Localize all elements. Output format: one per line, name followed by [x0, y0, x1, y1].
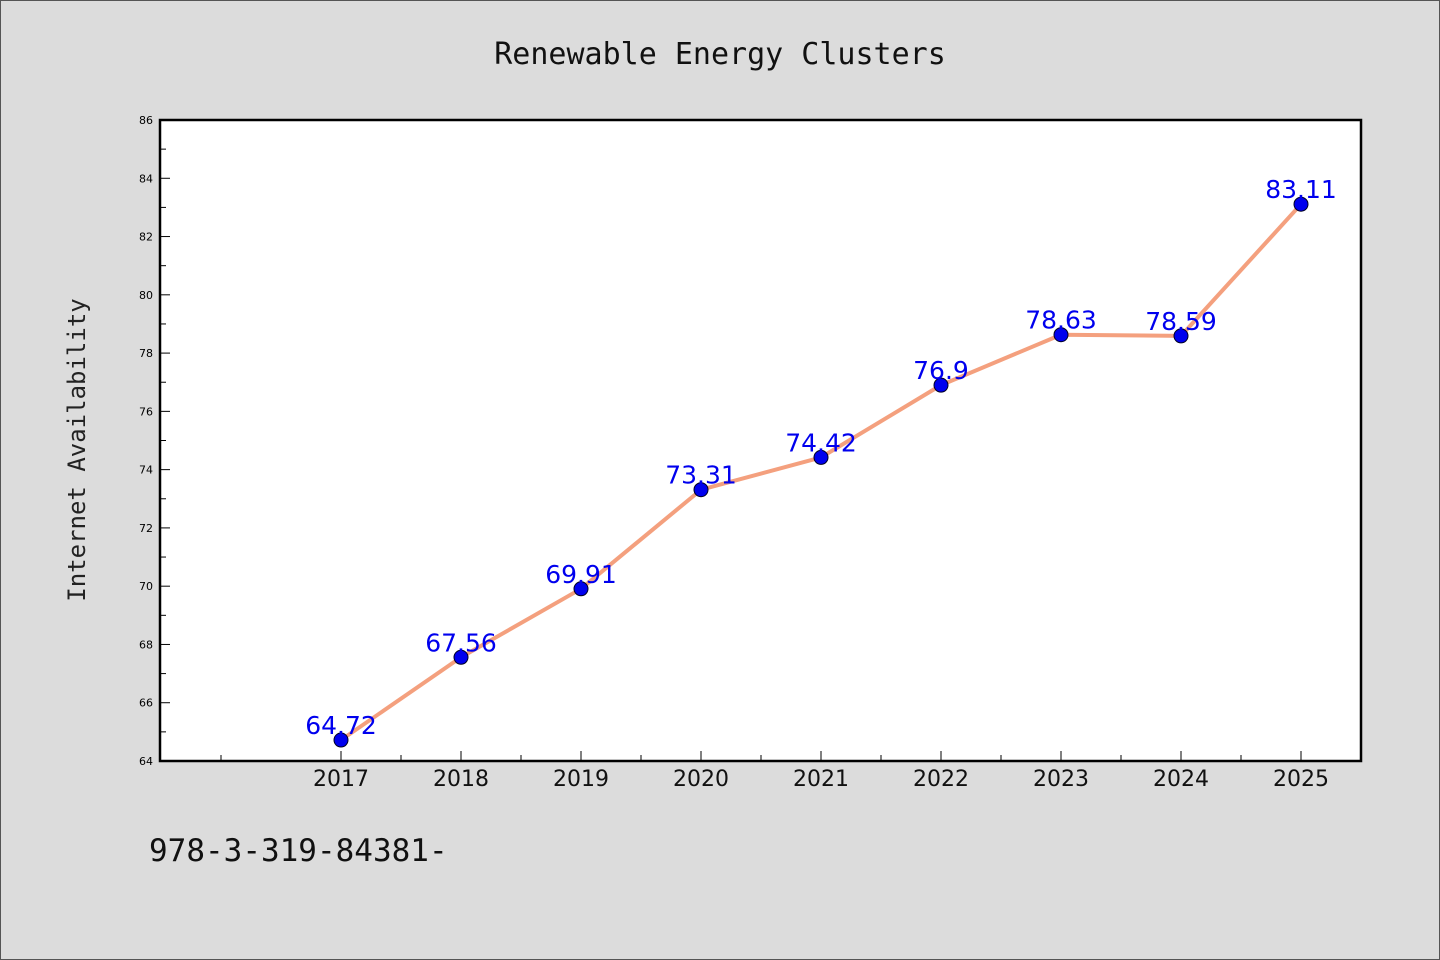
data-label: 73.31 — [665, 461, 737, 490]
data-label: 78.63 — [1025, 306, 1097, 335]
y-tick-label: 78 — [139, 347, 153, 360]
data-label: 64.72 — [305, 711, 377, 740]
x-tick-label: 2017 — [313, 767, 369, 792]
data-label: 74.42 — [785, 428, 857, 457]
data-labels: 64.72 67.56 69.91 73.31 74.42 76.9 78.63 78.59 8… — [305, 175, 1337, 740]
plot-border — [158, 118, 1363, 763]
chart-title: Renewable Energy Clusters — [494, 37, 946, 72]
data-label: 83.11 — [1265, 175, 1337, 204]
data-label: 78.59 — [1145, 307, 1217, 336]
y-axis-label: Internet Availability — [63, 298, 91, 601]
x-tick-label: 2021 — [793, 767, 849, 792]
data-label: 67.56 — [425, 628, 497, 657]
x-tick-label: 2025 — [1273, 767, 1329, 792]
y-tick-label: 86 — [139, 114, 153, 127]
data-point — [933, 377, 949, 393]
x-tick-label: 2019 — [553, 767, 609, 792]
data-point — [1293, 196, 1309, 212]
data-point — [1053, 327, 1069, 343]
y-tick-label: 84 — [139, 172, 153, 185]
footer-code: 978-3-319-84381- — [149, 833, 448, 869]
y-tick-label: 70 — [139, 580, 153, 593]
x-tick-label: 2018 — [433, 767, 489, 792]
data-point — [1173, 328, 1189, 344]
data-label: 69.91 — [545, 560, 617, 589]
y-tick-label: 66 — [139, 697, 153, 710]
x-axis: 2017 2018 2019 2020 2021 2022 2023 2024 2025 — [220, 751, 1329, 792]
x-tick-label: 2023 — [1033, 767, 1089, 792]
data-point — [693, 482, 709, 498]
data-point — [573, 581, 589, 597]
x-tick-label: 2024 — [1153, 767, 1209, 792]
y-tick-label: 68 — [139, 638, 153, 651]
data-point — [333, 732, 349, 748]
data-point — [453, 649, 469, 665]
y-tick-label: 72 — [139, 522, 153, 535]
data-label: 76.9 — [913, 356, 969, 385]
y-tick-label: 74 — [139, 464, 153, 477]
plot-area — [160, 120, 1361, 761]
y-tick-label: 76 — [139, 405, 153, 418]
data-points — [333, 196, 1309, 748]
x-tick-label: 2022 — [913, 767, 969, 792]
y-tick-label: 82 — [139, 231, 153, 244]
y-tick-label: 64 — [139, 755, 153, 768]
x-tick-label: 2020 — [673, 767, 729, 792]
y-tick-label: 80 — [139, 289, 153, 302]
data-point — [813, 449, 829, 465]
